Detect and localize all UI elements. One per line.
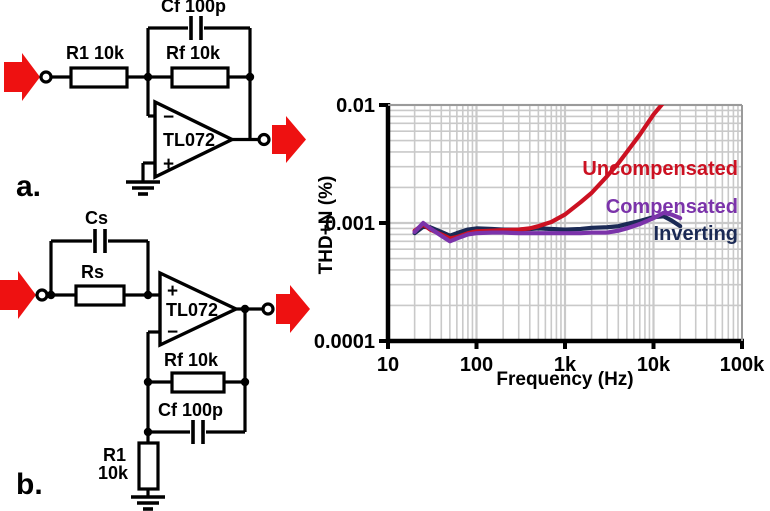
resistor-r1-a-label: R1 10k [66,43,125,63]
resistor-rs-b [74,284,126,307]
opamp-a-label: TL072 [163,130,215,150]
output-terminal-b [261,302,275,316]
output-terminal-a [257,132,271,147]
opamp-a-body [153,99,236,180]
series-line-uncompensated [412,105,665,241]
chart-series-group [412,105,683,244]
resistor-r1-b-label-line1: R1 [103,445,126,465]
input-arrow-icon-b [0,271,36,319]
opamp-b-minus-sign: − [167,322,178,343]
resistor-rf-b [170,371,226,394]
y-tick-label: 0.0001 [314,331,375,353]
opamp-a-minus-sign: − [163,107,174,128]
resistor-r1-b-label-line2: 10k [98,463,129,483]
panel-a: R1 10k Rf 10k Cf 100p TL072 − + [4,0,306,203]
thd-chart: 10 100 1k 10k 100k 0.0001 0.001 0.01 Uncompensa… [314,95,765,390]
ground-symbol-b [131,495,165,511]
chart-tick-labels: 10 100 1k 10k 100k 0.0001 0.001 0.01 [314,95,765,376]
resistor-rf-a [170,66,230,89]
x-tick-label: 100 [460,354,493,376]
opamp-b-label: TL072 [166,300,218,320]
capacitor-cf-b-label: Cf 100p [158,400,223,420]
input-terminal-b [35,288,49,302]
input-arrow-icon [4,53,40,101]
chart-xlabel: Frequency (Hz) [496,369,633,390]
output-arrow-icon-b [276,285,310,333]
legend-label-uncompensated: Uncompensated [582,158,738,180]
capacitor-cf-a-label: Cf 100p [161,0,226,16]
series-line-compensated [412,210,683,244]
resistor-r1-a [69,66,129,89]
resistor-rf-a-label: Rf 10k [166,43,221,63]
legend-label-compensated: Compensated [606,196,738,218]
panel-a-caption: a. [16,170,41,203]
legend-label-inverting: Inverting [654,223,738,245]
x-tick-label: 100k [720,354,765,376]
chart-ylabel: THD+N (%) [316,176,337,275]
x-tick-label: 10k [637,354,671,376]
opamp-b-body [158,270,240,348]
resistor-rs-b-label: Rs [81,262,104,282]
resistor-r1-b [137,441,160,491]
chart-legend: Uncompensated Compensated Inverting [582,158,738,245]
ground-symbol-a [126,180,160,196]
output-arrow-icon [272,116,306,163]
y-tick-label: 0.01 [336,95,375,117]
y-tick-label: 0.001 [325,213,375,235]
series-line-inverting [412,214,683,238]
x-tick-label: 10 [377,354,399,376]
opamp-a-plus-sign: + [163,154,174,175]
capacitor-cs-b-label: Cs [85,208,108,228]
resistor-rf-b-label: Rf 10k [164,350,219,370]
x-tick-label: 1k [554,354,577,376]
panel-b-caption: b. [16,468,43,501]
panel-b: Rs Cs TL072 + − Rf 10k [0,208,310,511]
input-terminal-a [39,70,53,84]
opamp-b-plus-sign: + [167,281,178,302]
